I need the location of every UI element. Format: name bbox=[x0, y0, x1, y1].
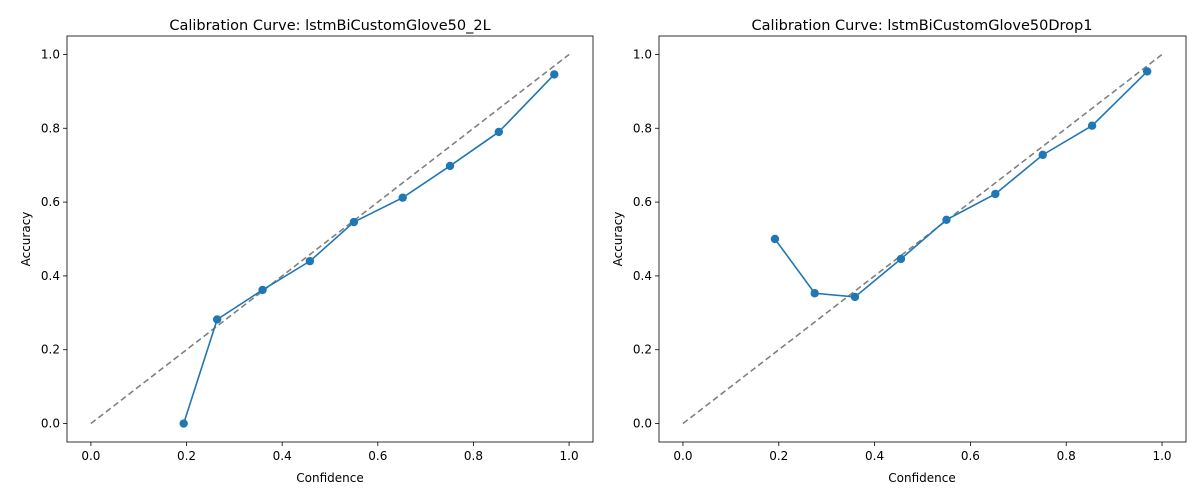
calibration-chart-right: Calibration Curve: lstmBiCustomGlove50Dr… bbox=[611, 18, 1187, 485]
data-point bbox=[179, 419, 188, 428]
y-axis-label-right: Accuracy bbox=[611, 212, 625, 267]
x-axis-label-right: Confidence bbox=[888, 471, 955, 485]
y-tick-label: 0.8 bbox=[41, 121, 60, 135]
x-tick-label: 0.6 bbox=[961, 449, 980, 463]
data-point bbox=[349, 217, 359, 227]
data-point bbox=[850, 292, 860, 302]
data-point bbox=[212, 315, 222, 324]
y-tick-label: 0.0 bbox=[41, 417, 60, 431]
x-tick-label: 0.8 bbox=[464, 449, 483, 463]
x-tick-label: 0.4 bbox=[273, 449, 292, 463]
chart-title-right: Calibration Curve: lstmBiCustomGlove50Dr… bbox=[752, 18, 1093, 34]
axes-frame-right bbox=[658, 35, 1187, 443]
data-point bbox=[550, 70, 559, 79]
y-tick-label: 0.4 bbox=[633, 269, 652, 283]
data-point bbox=[494, 127, 503, 137]
y-tick-label: 1.0 bbox=[41, 47, 60, 61]
axis-ticks-left: 0.0 0.2 0.4 0.6 0.8 1.0 0.0 0.2 0.4 0.6 0.8 1.0 bbox=[41, 47, 579, 463]
data-point bbox=[770, 234, 780, 244]
x-tick-label: 0.4 bbox=[865, 449, 884, 463]
data-point bbox=[258, 285, 267, 295]
x-tick-label: 1.0 bbox=[560, 449, 579, 463]
series-right bbox=[770, 67, 1152, 302]
x-axis-label-left: Confidence bbox=[296, 471, 363, 485]
data-point bbox=[991, 189, 1000, 199]
reference-diagonal-right bbox=[682, 53, 1163, 425]
x-tick-label: 0.2 bbox=[177, 449, 196, 463]
data-point bbox=[1038, 150, 1047, 160]
x-tick-label: 0.0 bbox=[673, 449, 692, 463]
x-tick-label: 1.0 bbox=[1152, 449, 1171, 463]
data-point bbox=[445, 161, 455, 171]
chart-title-left: Calibration Curve: lstmBiCustomGlove50_2… bbox=[169, 18, 490, 34]
y-tick-label: 0.2 bbox=[633, 343, 652, 357]
data-point bbox=[942, 215, 951, 225]
x-tick-label: 0.0 bbox=[81, 449, 100, 463]
data-point bbox=[1087, 121, 1097, 130]
reference-diagonal-left bbox=[90, 53, 570, 425]
axis-ticks-right: 0.0 0.2 0.4 0.6 0.8 1.0 0.0 0.2 0.4 0.6 0.8 1.0 bbox=[633, 47, 1172, 463]
series-left bbox=[179, 70, 559, 428]
x-tick-label: 0.8 bbox=[1057, 449, 1076, 463]
data-point bbox=[1142, 67, 1152, 76]
x-tick-label: 0.2 bbox=[769, 449, 788, 463]
y-tick-label: 0.4 bbox=[41, 269, 60, 283]
y-tick-label: 0.8 bbox=[633, 121, 652, 135]
y-axis-label-left: Accuracy bbox=[19, 212, 33, 267]
data-point bbox=[398, 193, 407, 202]
y-tick-label: 0.2 bbox=[41, 343, 60, 357]
data-point bbox=[896, 254, 906, 264]
y-tick-label: 0.0 bbox=[633, 417, 652, 431]
calibration-chart-left: Calibration Curve: lstmBiCustomGlove50_2… bbox=[19, 18, 594, 485]
y-tick-label: 1.0 bbox=[633, 47, 652, 61]
axes-frame-left bbox=[66, 35, 594, 443]
x-tick-label: 0.6 bbox=[368, 449, 387, 463]
y-tick-label: 0.6 bbox=[41, 195, 60, 209]
data-point bbox=[305, 256, 315, 266]
data-point bbox=[810, 289, 819, 298]
y-tick-label: 0.6 bbox=[633, 195, 652, 209]
